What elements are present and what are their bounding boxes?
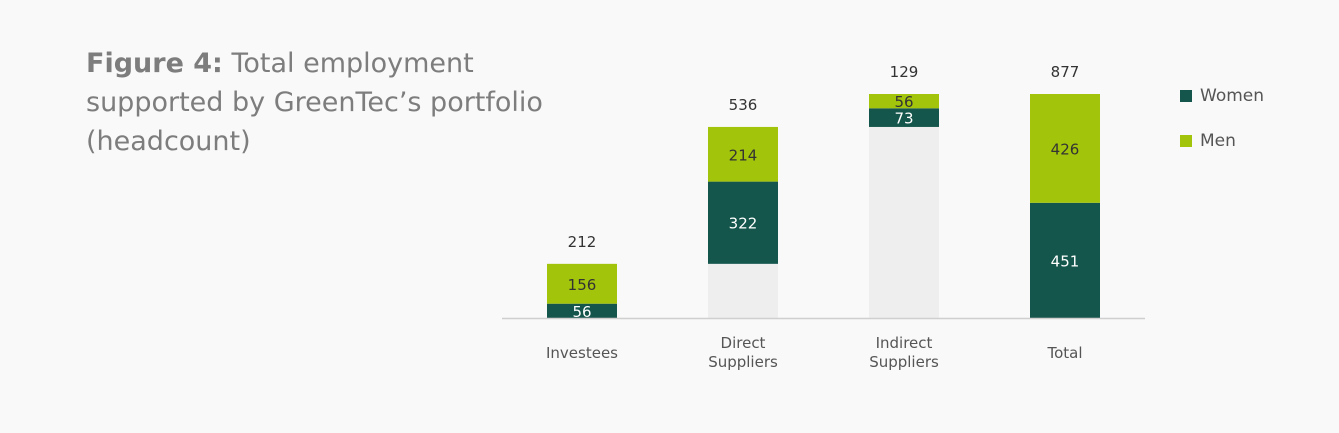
data-label-men: 214 [729,146,758,164]
legend-swatch-women [1180,90,1192,102]
bar-men [708,126,778,182]
bar-men [1030,94,1100,203]
x-tick-label: Direct [721,334,766,352]
legend-swatch-men [1180,135,1192,147]
x-tick-label: Suppliers [708,353,778,371]
data-label-women: 73 [894,110,913,128]
bars-group [547,94,1100,318]
total-label: 212 [568,233,597,251]
bar-offset [708,263,778,318]
title-text: Total employment supported by GreenTec’s… [86,48,543,157]
data-label-men: 156 [568,276,597,294]
data-label-women: 322 [729,215,758,233]
chart-title: Figure 4: Total employment supported by … [86,44,566,161]
data-label-men: 56 [894,93,913,111]
x-tick-label: Investees [546,344,618,362]
bar-offset [869,126,939,318]
total-label: 536 [729,96,758,114]
bar-women [869,108,939,127]
bar-men [547,263,617,304]
x-tick-label: Indirect [876,334,933,352]
bar-women [1030,202,1100,318]
x-tick-label: Suppliers [869,353,939,371]
legend-item-men: Men [1180,129,1264,153]
bar-women [708,181,778,264]
figure-number: Figure 4: [86,48,223,79]
total-label: 129 [890,63,919,81]
legend-label-men: Men [1200,131,1236,151]
legend-label-women: Women [1200,86,1265,106]
legend: Women Men [1180,84,1264,174]
total-label: 877 [1051,63,1080,81]
legend-item-women: Women [1180,84,1264,108]
data-label-men: 426 [1051,140,1080,158]
data-label-women: 56 [572,303,591,321]
labels-group: 56156212Investees322214536DirectSupplier… [546,63,1083,371]
data-label-women: 451 [1051,252,1080,270]
x-tick-label: Total [1046,344,1082,362]
bar-men [869,94,939,109]
bar-women [547,303,617,318]
